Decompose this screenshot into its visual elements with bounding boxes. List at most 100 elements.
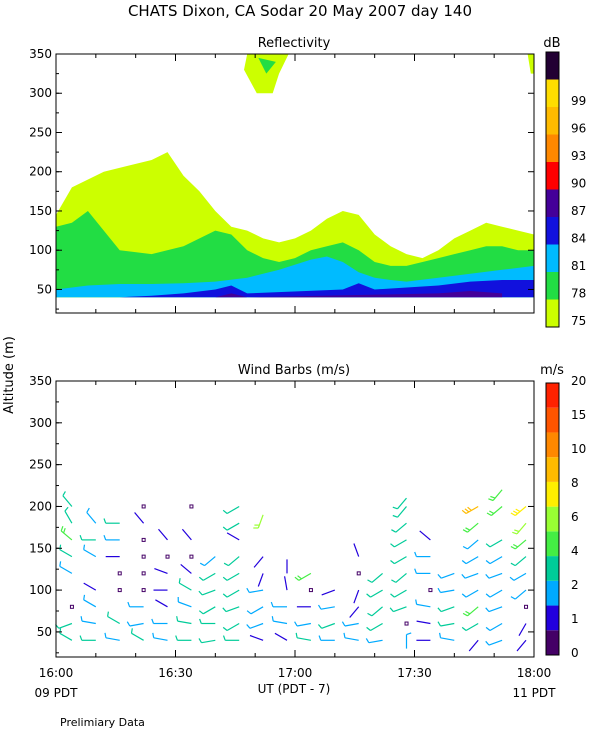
wind-barb-feather [393, 516, 398, 518]
wind-barb-staff [490, 557, 502, 564]
wind-calm-marker [190, 555, 193, 558]
colorbar-tick-label: 8 [571, 476, 579, 490]
wind-calm-marker [429, 589, 432, 592]
colorbar-tick-label: 2 [571, 578, 579, 592]
wind-barb-feather [486, 641, 489, 645]
wind-barb [254, 557, 263, 568]
y-tick-label: 100 [29, 583, 52, 597]
wind-calm-marker [525, 605, 528, 608]
wind-barb [223, 523, 239, 530]
wind-barb-staff [250, 636, 263, 641]
wind-barb [486, 590, 502, 597]
reflectivity-aloft-edge [528, 54, 534, 74]
wind-barb-feather [391, 544, 395, 547]
wind-barb [223, 507, 239, 514]
wind-barb-feather [87, 508, 90, 512]
wind-barb-feather [223, 594, 227, 597]
wind-barb-feather [514, 530, 519, 532]
wind-barb-feather [462, 627, 466, 630]
wind-barb-staff [178, 621, 192, 623]
wind-barb [223, 607, 239, 612]
y-tick-label: 300 [29, 86, 52, 100]
wind-barb [84, 545, 96, 557]
wind-barb [153, 633, 168, 640]
wind-barb-staff [178, 602, 191, 607]
wind-barb-feather [61, 526, 63, 531]
wind-barb-staff [203, 573, 215, 580]
wind-barb-feather [319, 636, 321, 641]
wind-barb-staff [254, 557, 263, 568]
wind-barb [519, 624, 526, 636]
wind-barb-feather [391, 530, 395, 533]
wind-barb-staff [345, 624, 359, 627]
wind-barb [84, 595, 96, 607]
colorbar-bin [546, 606, 559, 631]
x-tick-label: 16:30 [158, 666, 193, 680]
wind-barb-staff [63, 496, 72, 507]
y-tick-label: 250 [29, 125, 52, 139]
wind-barb-feather [199, 638, 202, 642]
wind-barb-staff [517, 523, 526, 534]
wind-barb-feather [512, 532, 517, 534]
wind-barb [462, 557, 478, 564]
wind-barb [319, 605, 335, 609]
wind-barb [438, 607, 454, 612]
wind-barb [486, 624, 502, 631]
wind-barb [181, 564, 192, 573]
wind-barb [271, 602, 287, 607]
y-tick-label: 150 [29, 541, 52, 555]
figure-title: CHATS Dixon, CA Sodar 20 May 2007 day 14… [128, 2, 472, 20]
wind-barb [199, 590, 215, 595]
colorbar-bin [546, 432, 559, 457]
wind-barb-feather [223, 627, 227, 630]
wind-barb-staff [205, 557, 216, 566]
wind-barb-staff [519, 624, 526, 636]
wind-barb-staff [87, 513, 96, 524]
colorbar-bin [546, 300, 559, 328]
wind-barb [354, 590, 359, 603]
colorbar-bin [546, 162, 559, 190]
wind-barb-staff [354, 544, 359, 557]
wind-barb-staff [202, 640, 216, 642]
wind-barb-feather [247, 588, 250, 592]
colorbar-bin [546, 245, 559, 273]
wind-barb [250, 636, 263, 641]
wind-barb-staff [441, 573, 454, 578]
wind-barb-staff [466, 624, 478, 631]
wind-barb-feather [486, 561, 490, 564]
wind-barb [511, 557, 526, 566]
wind-barb-feather [108, 612, 109, 617]
wind-barb-feather [153, 633, 154, 638]
wind-barb [84, 583, 96, 590]
wind-barb-staff [468, 540, 479, 549]
reflectivity-fill-group [56, 54, 534, 297]
wind-barb [132, 628, 144, 640]
wind-barb-staff [297, 638, 311, 641]
wind-barb [224, 557, 239, 566]
wind-barb-staff [371, 590, 383, 597]
wind-barb-staff [202, 590, 215, 595]
wind-calm-marker [118, 589, 121, 592]
wind-barb [391, 523, 406, 532]
reflectivity-contours [56, 54, 534, 297]
colorbar-tick-label: 90 [571, 177, 586, 191]
wind-barb-feather [511, 597, 515, 600]
wind-barb-staff [493, 490, 502, 501]
wind-barb-feather [199, 577, 203, 580]
wind-barb [223, 624, 239, 631]
wind-barb-feather [391, 561, 395, 564]
wind-barb-staff [108, 617, 120, 624]
wind-barb-feather [177, 616, 178, 621]
wind-barb-feather [462, 561, 466, 564]
colorbar-tick-label: 78 [571, 287, 586, 301]
wind-barb-staff [417, 621, 431, 623]
wind-barb-staff [65, 511, 72, 523]
colorbar-bin [546, 52, 559, 80]
wind-barb-feather [511, 563, 515, 565]
colorbar-tick-label: 93 [571, 149, 586, 163]
wind-barb-staff [84, 583, 96, 590]
wind-barb-feather [319, 605, 322, 609]
wind-barb [295, 573, 311, 580]
colorbar-tick-label: 4 [571, 544, 579, 558]
